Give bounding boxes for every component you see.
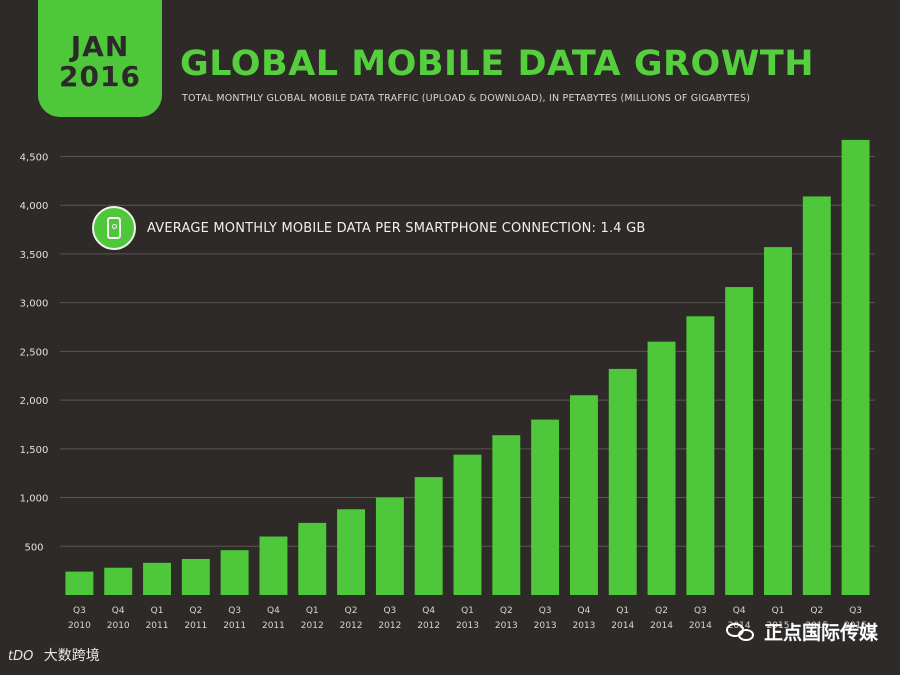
bar xyxy=(841,139,870,595)
x-tick-label-quarter: Q4 xyxy=(422,606,435,616)
x-tick-label-year: 2011 xyxy=(146,621,169,631)
bar xyxy=(414,477,443,595)
x-tick-label-quarter: Q1 xyxy=(772,606,785,616)
badge-month: JAN xyxy=(70,30,130,64)
x-tick-label-year: 2013 xyxy=(572,621,595,631)
watermark-right: 正点国际传媒 xyxy=(725,618,878,645)
x-tick-label-quarter: Q1 xyxy=(306,606,319,616)
y-tick-label: 500 xyxy=(24,542,43,553)
smartphone-icon xyxy=(92,206,136,250)
bar xyxy=(764,247,792,595)
y-tick-label: 2,000 xyxy=(20,396,49,407)
x-tick-label-quarter: Q4 xyxy=(733,606,746,616)
x-tick-label-quarter: Q1 xyxy=(151,606,164,616)
x-tick-label-year: 2010 xyxy=(107,621,130,631)
bar xyxy=(686,316,715,595)
x-tick-label-year: 2013 xyxy=(456,621,479,631)
x-tick-label-quarter: Q2 xyxy=(189,606,202,616)
chart-title: GLOBAL MOBILE DATA GROWTH xyxy=(180,44,815,84)
y-tick-label: 3,500 xyxy=(20,250,49,261)
x-tick-label-quarter: Q3 xyxy=(383,606,396,616)
y-tick-label: 4,500 xyxy=(20,152,49,163)
x-tick-label-year: 2013 xyxy=(495,621,518,631)
bar xyxy=(143,562,171,595)
x-tick-label-year: 2015 xyxy=(844,621,867,631)
x-tick-label-quarter: Q3 xyxy=(694,606,707,616)
x-tick-label-quarter: Q4 xyxy=(267,606,280,616)
y-tick-label: 1,000 xyxy=(20,494,49,505)
x-tick-label-quarter: Q1 xyxy=(616,606,629,616)
x-tick-label-year: 2013 xyxy=(534,621,557,631)
x-tick-label-quarter: Q2 xyxy=(655,606,668,616)
y-tick-label: 3,000 xyxy=(20,299,49,310)
y-tick-label: 2,500 xyxy=(20,347,49,358)
x-tick-label-quarter: Q3 xyxy=(539,606,552,616)
watermark-logo: tDO xyxy=(8,649,34,664)
bar xyxy=(298,522,327,595)
y-tick-label: 1,500 xyxy=(20,445,49,456)
date-badge: JAN 2016 xyxy=(38,0,162,117)
watermark-right-text: 正点国际传媒 xyxy=(763,622,878,644)
x-tick-label-quarter: Q3 xyxy=(228,606,241,616)
x-tick-label-year: 2015 xyxy=(767,621,790,631)
bar xyxy=(531,419,560,595)
bar xyxy=(725,287,754,595)
x-tick-label-quarter: Q2 xyxy=(345,606,358,616)
bar xyxy=(608,368,637,595)
bar xyxy=(337,509,366,595)
bar xyxy=(492,435,521,595)
x-tick-label-year: 2011 xyxy=(262,621,285,631)
bar xyxy=(569,395,598,595)
x-tick-label-year: 2014 xyxy=(611,621,634,631)
x-tick-label-quarter: Q3 xyxy=(849,606,862,616)
bar xyxy=(375,497,404,595)
x-tick-label-year: 2012 xyxy=(301,621,324,631)
badge-year: 2016 xyxy=(59,59,141,93)
watermark-left-text: 大数跨境 xyxy=(43,648,100,664)
bar xyxy=(802,196,831,595)
x-tick-label-year: 2011 xyxy=(223,621,246,631)
wechat-icon xyxy=(725,621,756,643)
x-tick-label-year: 2012 xyxy=(378,621,401,631)
bar xyxy=(220,550,249,595)
x-tick-label-quarter: Q4 xyxy=(578,606,591,616)
x-tick-label-year: 2015 xyxy=(805,621,828,631)
x-tick-label-year: 2014 xyxy=(689,621,712,631)
x-tick-label-year: 2011 xyxy=(184,621,207,631)
x-tick-label-quarter: Q1 xyxy=(461,606,474,616)
y-tick-label: 4,000 xyxy=(20,201,49,212)
watermark-left: tDO 大数跨境 xyxy=(8,645,100,665)
bar xyxy=(647,341,676,595)
bar xyxy=(104,567,133,595)
bar xyxy=(453,454,482,595)
x-tick-label-quarter: Q3 xyxy=(73,606,86,616)
bar xyxy=(181,558,210,595)
x-tick-label-year: 2010 xyxy=(68,621,91,631)
x-tick-label-quarter: Q2 xyxy=(810,606,823,616)
bar xyxy=(259,536,288,595)
x-tick-label-year: 2014 xyxy=(650,621,673,631)
chart-subtitle: TOTAL MONTHLY GLOBAL MOBILE DATA TRAFFIC… xyxy=(182,93,751,104)
x-tick-label-quarter: Q2 xyxy=(500,606,513,616)
x-tick-label-year: 2012 xyxy=(340,621,363,631)
bar xyxy=(65,571,94,595)
x-tick-label-quarter: Q4 xyxy=(112,606,125,616)
x-tick-label-year: 2012 xyxy=(417,621,440,631)
callout-text: AVERAGE MONTHLY MOBILE DATA PER SMARTPHO… xyxy=(147,221,646,236)
